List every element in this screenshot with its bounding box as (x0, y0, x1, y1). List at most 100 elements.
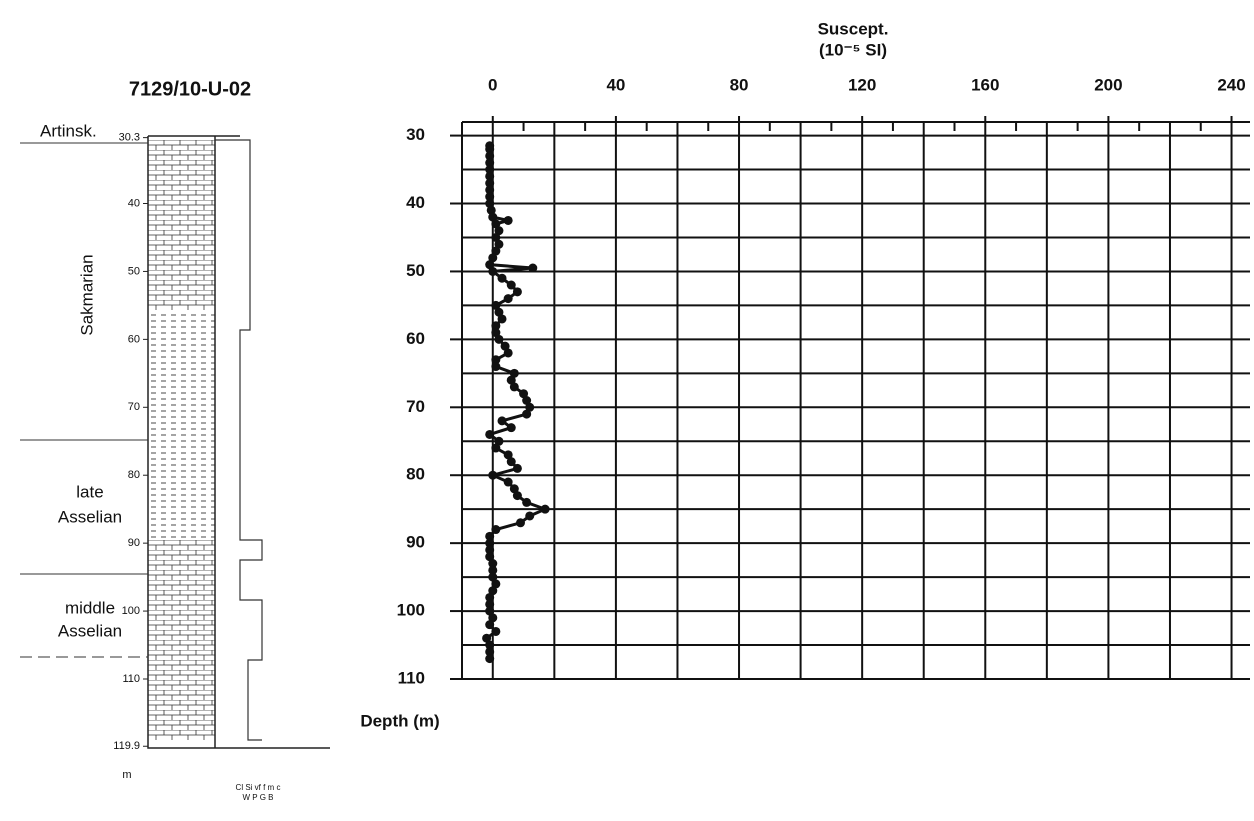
data-point (491, 579, 501, 589)
x-tick-label: 40 (606, 75, 625, 94)
data-point (503, 294, 513, 304)
data-point (503, 450, 513, 460)
data-point (491, 232, 501, 242)
x-tick-label: 240 (1217, 75, 1245, 94)
data-point (509, 368, 519, 378)
data-point (528, 263, 538, 273)
data-point (497, 416, 507, 426)
y-tick-label: 50 (406, 261, 425, 280)
data-point (491, 219, 501, 229)
data-point (488, 565, 498, 575)
column-depth-label: 119.9 (113, 740, 140, 752)
data-point (494, 239, 504, 249)
y-tick-label: 90 (406, 533, 425, 552)
data-point (491, 626, 501, 636)
data-point (491, 355, 501, 365)
x-axis-unit: (10⁻⁵ SI) (819, 40, 887, 59)
data-point (485, 654, 495, 664)
data-point (522, 409, 532, 419)
stage-label: Artinsk. (40, 121, 97, 140)
depth-unit: m (122, 769, 131, 781)
column-depth-label: 70 (128, 401, 140, 413)
data-point (485, 144, 495, 154)
data-point (494, 436, 504, 446)
y-tick-label: 60 (406, 329, 425, 348)
column-depth-label: 90 (128, 537, 140, 549)
shale (148, 310, 215, 540)
data-point (491, 362, 501, 372)
data-point (488, 212, 498, 222)
y-tick-label: 80 (406, 465, 425, 484)
data-point (488, 586, 498, 596)
data-point (512, 287, 522, 297)
data-point (488, 559, 498, 569)
x-tick-label: 160 (971, 75, 999, 94)
column-depth-label: 80 (128, 469, 140, 481)
data-point (488, 253, 498, 263)
y-tick-label: 100 (397, 601, 425, 620)
data-point (503, 477, 513, 487)
data-point (506, 280, 516, 290)
data-point (485, 178, 495, 188)
data-point (488, 470, 498, 480)
data-point (485, 606, 495, 616)
x-tick-label: 200 (1094, 75, 1122, 94)
data-point (485, 158, 495, 168)
data-point (485, 199, 495, 209)
data-point (488, 266, 498, 276)
x-tick-label: 120 (848, 75, 876, 94)
data-point (491, 246, 501, 256)
data-point (485, 640, 495, 650)
y-tick-label: 30 (406, 125, 425, 144)
data-point (488, 572, 498, 582)
data-point (491, 525, 501, 535)
data-point (486, 205, 496, 215)
x-axis-title: Suscept. (818, 19, 889, 38)
column-depth-label: 110 (122, 673, 140, 685)
column-title: 7129/10-U-02 (129, 78, 251, 100)
data-point (540, 504, 550, 514)
column-outline (147, 135, 330, 749)
data-point (485, 192, 495, 202)
y-tick-label: 70 (406, 397, 425, 416)
stage-label: middle (65, 598, 115, 617)
grain-labels: W P G B (243, 793, 274, 802)
x-tick-label: 80 (730, 75, 749, 94)
data-point (522, 497, 532, 507)
stage-label: Asselian (58, 621, 122, 640)
column-depth-label: 60 (128, 333, 140, 345)
data-point (488, 613, 498, 623)
data-point (485, 165, 495, 175)
data-point (525, 402, 535, 412)
data-point (485, 592, 495, 602)
data-point (506, 457, 516, 467)
data-point (485, 171, 495, 181)
data-point (525, 511, 535, 521)
column-depth-label: 50 (128, 265, 140, 277)
data-point (485, 185, 495, 195)
data-point (485, 538, 495, 548)
data-point (506, 375, 516, 385)
data-point (503, 215, 513, 225)
stage-boundary (20, 142, 148, 575)
grain-labels: Cl Si vf f m c (236, 783, 281, 792)
data-point (491, 328, 501, 338)
strat-column: 7129/10-U-02 Artinsk. Sakmarian late Ass… (8, 78, 353, 816)
data-point (503, 348, 513, 358)
column-depth-label: 40 (128, 197, 140, 209)
column-depth-label: 30.3 (119, 132, 140, 144)
stage-label: Asselian (58, 507, 122, 526)
data-point (512, 463, 522, 473)
x-tick-label: 0 (488, 75, 497, 94)
data-point (509, 382, 519, 392)
data-point (494, 226, 504, 236)
data-point (491, 443, 501, 453)
limestone (148, 540, 215, 740)
data-point (485, 531, 495, 541)
y-tick-label: 110 (398, 668, 425, 687)
stage-label: Sakmarian (77, 254, 96, 335)
data-point (497, 273, 507, 283)
data-point (485, 552, 495, 562)
data-point (485, 545, 495, 555)
